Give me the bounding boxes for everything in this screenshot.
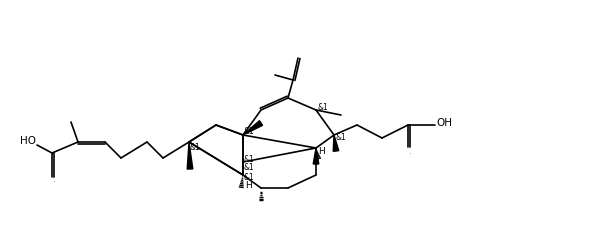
Polygon shape [333, 135, 339, 151]
Text: &1: &1 [317, 103, 328, 112]
Text: &1: &1 [244, 155, 254, 164]
Text: O: O [409, 152, 411, 154]
Polygon shape [187, 142, 193, 169]
Polygon shape [243, 121, 263, 135]
Text: &1: &1 [190, 143, 201, 152]
Text: O: O [54, 180, 55, 182]
Text: H: H [318, 146, 325, 155]
Text: &1: &1 [335, 134, 346, 143]
Text: HO: HO [20, 136, 36, 146]
Text: H: H [245, 181, 252, 190]
Text: &1: &1 [244, 162, 254, 171]
Text: &1: &1 [244, 173, 254, 182]
Text: &1: &1 [244, 128, 254, 137]
Text: OH: OH [436, 118, 452, 128]
Polygon shape [313, 148, 319, 164]
